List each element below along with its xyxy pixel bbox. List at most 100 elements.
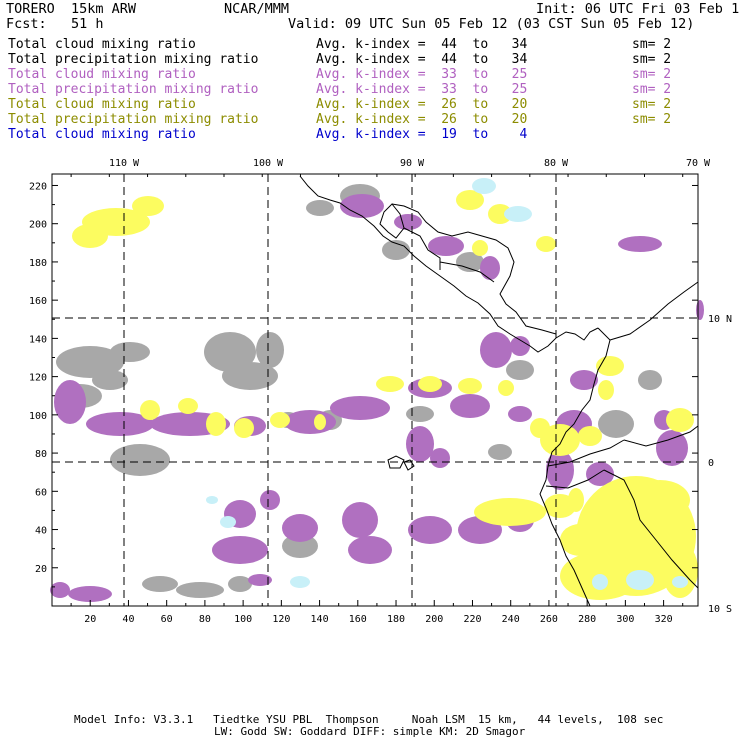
yellow-cloud-area	[270, 412, 290, 428]
gray-cloud-area	[222, 362, 278, 390]
yellow-cloud-area	[72, 224, 108, 248]
gray-cloud-area	[406, 406, 434, 422]
purple-cloud-area	[50, 582, 70, 598]
gray-cloud-area	[638, 370, 662, 390]
yellow-cloud-area	[376, 376, 404, 392]
lat-label: 0	[708, 458, 714, 469]
legend-smoothing: sm= 2	[632, 37, 672, 52]
purple-cloud-area	[212, 536, 268, 564]
purple-cloud-area	[260, 490, 280, 510]
y-tick-label: 140	[29, 334, 47, 345]
legend-kindex: Avg. k-index = 44 to 34	[316, 52, 528, 67]
cyan-cloud-area	[504, 206, 532, 222]
y-tick-label: 100	[29, 411, 47, 422]
axis-ticks	[52, 174, 698, 606]
yellow-cloud-area	[474, 498, 546, 526]
gray-cloud-area	[488, 444, 512, 460]
x-tick-label: 280	[578, 614, 596, 625]
coastline-mexico-central-america	[299, 175, 599, 353]
cyan-cloud-area	[672, 576, 688, 588]
legend-label: Total cloud mixing ratio	[8, 127, 196, 142]
cloud-fields	[50, 178, 704, 602]
physics-info: LW: Godd SW: Goddard DIFF: simple KM: 2D…	[214, 725, 526, 738]
cyan-cloud-area	[290, 576, 310, 588]
gray-cloud-area	[142, 576, 178, 592]
yellow-cloud-area	[568, 488, 584, 512]
coastline-yucatan	[379, 203, 405, 239]
gray-cloud-area	[228, 576, 252, 592]
x-tick-label: 180	[387, 614, 405, 625]
purple-cloud-area	[450, 394, 490, 418]
gray-cloud-area	[176, 582, 224, 598]
yellow-cloud-area	[666, 408, 694, 432]
model-info: Model Info: V3.3.1 Tiedtke YSU PBL Thomp…	[74, 713, 664, 726]
forecast-hour: Fcst: 51 h	[6, 16, 104, 32]
x-tick-label: 240	[502, 614, 520, 625]
x-tick-label: 200	[425, 614, 443, 625]
purple-cloud-area	[546, 450, 574, 490]
cyan-cloud-area	[472, 178, 496, 194]
x-tick-label: 60	[161, 614, 173, 625]
purple-cloud-area	[586, 462, 614, 486]
y-tick-label: 160	[29, 296, 47, 307]
yellow-cloud-area	[418, 376, 442, 392]
galapagos	[387, 455, 405, 469]
legend-label: Total cloud mixing ratio	[8, 67, 196, 82]
purple-cloud-area	[86, 412, 154, 436]
cyan-cloud-area	[206, 496, 218, 504]
yellow-cloud-area	[140, 400, 160, 420]
lon-label: 100 W	[253, 158, 284, 169]
legend-kindex: Avg. k-index = 33 to 25	[316, 67, 528, 82]
cyan-cloud-area	[626, 570, 654, 590]
y-tick-label: 80	[35, 449, 47, 460]
yellow-cloud-area	[530, 418, 550, 438]
yellow-cloud-area	[472, 240, 488, 256]
lon-label: 80 W	[544, 158, 569, 169]
purple-cloud-area	[406, 426, 434, 462]
legend-label: Total precipitation mixing ratio	[8, 52, 259, 67]
x-tick-label: 260	[540, 614, 558, 625]
purple-cloud-area	[284, 410, 336, 434]
purple-cloud-area	[618, 236, 662, 252]
legend-kindex: Avg. k-index = 19 to 4	[316, 127, 528, 142]
legend-label: Total cloud mixing ratio	[8, 37, 196, 52]
legend-kindex: Avg. k-index = 26 to 20	[316, 112, 528, 127]
legend-smoothing: sm= 2	[632, 82, 672, 97]
y-tick-label: 120	[29, 373, 47, 384]
x-tick-label: 160	[349, 614, 367, 625]
purple-cloud-area	[54, 380, 86, 424]
y-tick-label: 200	[29, 220, 47, 231]
purple-cloud-area	[508, 406, 532, 422]
lat-label: 10 S	[708, 604, 732, 615]
purple-cloud-area	[68, 586, 112, 602]
yellow-cloud-area	[458, 378, 482, 394]
purple-cloud-area	[408, 516, 452, 544]
gray-cloud-area	[506, 360, 534, 380]
lat-lon-grid	[52, 174, 698, 606]
legend-kindex: Avg. k-index = 33 to 25	[316, 82, 528, 97]
legend-kindex: Avg. k-index = 26 to 20	[316, 97, 528, 112]
gray-cloud-area	[56, 346, 124, 378]
purple-cloud-area	[570, 370, 598, 390]
border-honduras	[439, 261, 495, 283]
lon-label: 70 W	[686, 158, 711, 169]
axis-tick-labels: 20 40 60 80 100 120 140 160 180 200 220 240 260 280 30…	[29, 181, 673, 625]
x-tick-label: 220	[463, 614, 481, 625]
yellow-cloud-area	[488, 204, 512, 224]
purple-cloud-area	[342, 502, 378, 538]
border-colombia-ecuador	[547, 439, 625, 467]
purple-cloud-area	[430, 448, 450, 468]
x-tick-label: 40	[122, 614, 134, 625]
purple-cloud-area	[480, 332, 512, 368]
purple-cloud-area	[282, 514, 318, 542]
lon-label: 110 W	[109, 158, 140, 169]
y-tick-label: 60	[35, 487, 47, 498]
y-tick-label: 20	[35, 564, 47, 575]
purple-cloud-area	[656, 430, 688, 466]
coastline-colombia	[539, 327, 611, 607]
purple-cloud-area	[348, 536, 392, 564]
cyan-cloud-area	[592, 574, 608, 590]
yellow-cloud-area	[314, 414, 326, 430]
yellow-cloud-area	[536, 236, 556, 252]
